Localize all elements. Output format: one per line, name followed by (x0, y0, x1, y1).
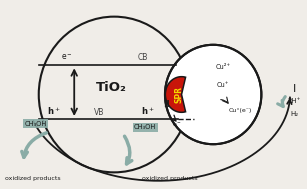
Text: H₂: H₂ (290, 111, 298, 117)
Text: oxidized products: oxidized products (142, 176, 198, 181)
Text: CH₃OH: CH₃OH (134, 124, 156, 130)
Text: h$^+$: h$^+$ (141, 105, 155, 117)
Text: CB: CB (138, 53, 148, 62)
Text: oxidized products: oxidized products (5, 176, 61, 181)
Text: SPR: SPR (174, 86, 183, 103)
Text: Cu⁺: Cu⁺ (217, 82, 229, 88)
Text: I: I (293, 84, 296, 94)
Text: 2H⁺: 2H⁺ (287, 98, 301, 104)
Text: VB: VB (94, 108, 105, 117)
Text: II: II (163, 101, 169, 109)
Text: Cu²⁺: Cu²⁺ (215, 64, 230, 70)
Text: e$^-$: e$^-$ (172, 121, 182, 129)
Text: h$^+$: h$^+$ (47, 105, 60, 117)
Text: Cu°(e⁻): Cu°(e⁻) (228, 108, 252, 113)
Text: CH₃OH: CH₃OH (25, 121, 47, 127)
Ellipse shape (165, 45, 261, 144)
Text: e$^-$: e$^-$ (61, 53, 73, 62)
Polygon shape (165, 77, 186, 112)
Text: TiO₂: TiO₂ (96, 81, 126, 94)
